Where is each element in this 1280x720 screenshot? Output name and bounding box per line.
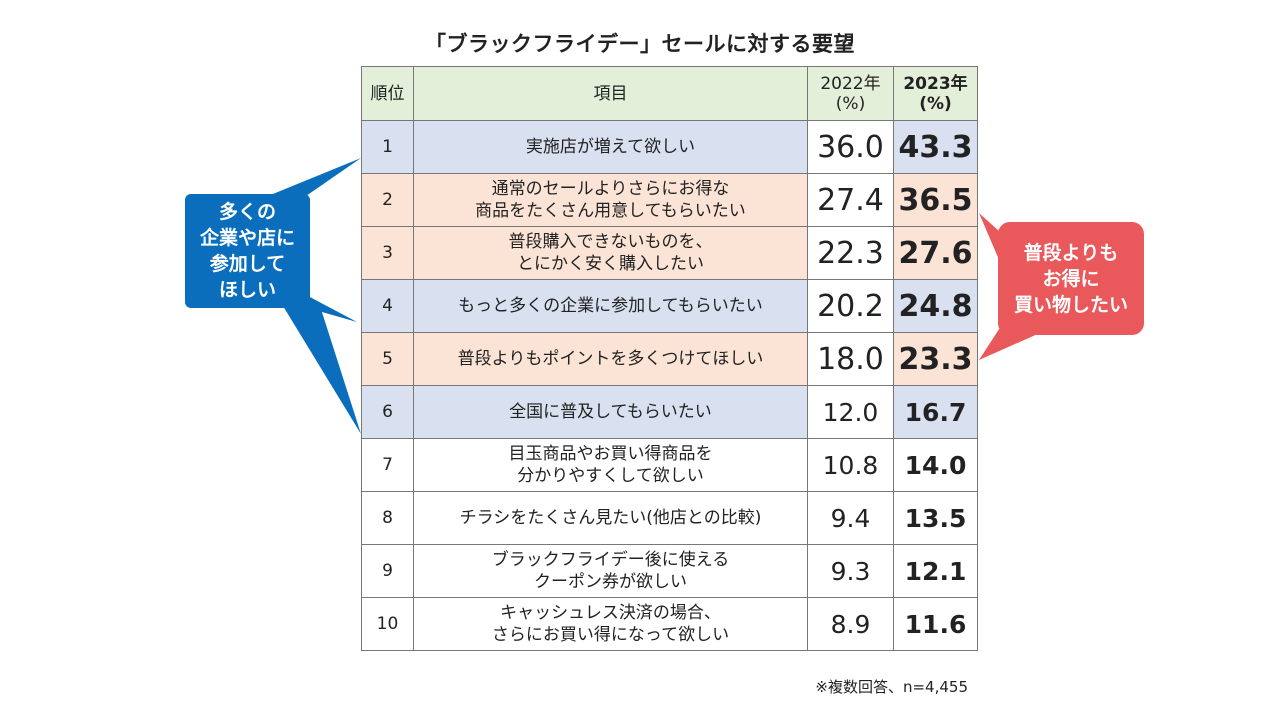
cell-item: 全国に普及してもらいたい — [413, 385, 808, 439]
cell-item: 実施店が増えて欲しい — [413, 120, 808, 174]
table-body: 1 実施店が増えて欲しい 36.0 43.3 2 通常のセールよりさらにお得な 商品をたくさ… — [361, 120, 978, 651]
cell-rank: 5 — [361, 332, 414, 386]
cell-item-line: 普段購入できないものを、 — [508, 232, 713, 252]
cell-2022-value: 18.0 — [807, 332, 894, 386]
cell-2023-value: 27.6 — [893, 226, 978, 280]
cell-2023-value: 14.0 — [893, 438, 978, 492]
header-2023: 2023年 (%) — [893, 66, 978, 121]
table-row: 7 目玉商品やお買い得商品を 分かりやすくして欲しい 10.8 14.0 — [361, 438, 978, 492]
callout-left-line: 多くの — [218, 201, 276, 223]
table-row: 10 キャッシュレス決済の場合、 さらにお買い得になって欲しい 8.9 11.6 — [361, 597, 978, 651]
cell-rank: 8 — [361, 491, 414, 545]
cell-item-line: 通常のセールよりさらにお得な — [491, 179, 730, 199]
cell-item: ブラックフライデー後に使える クーポン券が欲しい — [413, 544, 808, 598]
left-callout-pointer-bottom — [283, 306, 361, 434]
table-row: 3 普段購入できないものを、 とにかく安く購入したい 22.3 27.6 — [361, 226, 978, 280]
cell-2023-value: 36.5 — [893, 173, 978, 227]
chart-title: 「ブラックフライデー」セールに対する要望 — [425, 32, 855, 56]
cell-rank: 6 — [361, 385, 414, 439]
cell-2022-value: 20.2 — [807, 279, 894, 333]
table-row: 2 通常のセールよりさらにお得な 商品をたくさん用意してもらいたい 27.4 36.5 — [361, 173, 978, 227]
cell-item: キャッシュレス決済の場合、 さらにお買い得になって欲しい — [413, 597, 808, 651]
callout-left: 多くの 企業や店に 参加して ほしい — [185, 194, 310, 308]
header-2023-unit: (%) — [919, 93, 952, 114]
header-2023-year: 2023年 — [903, 73, 968, 94]
cell-item-line: とにかく安く購入したい — [517, 254, 704, 274]
callout-right-line: お得に — [1042, 267, 1100, 290]
cell-rank: 4 — [361, 279, 414, 333]
cell-2022-value: 8.9 — [807, 597, 894, 651]
cell-item: もっと多くの企業に参加してもらいたい — [413, 279, 808, 333]
left-callout-pointer-top — [268, 158, 361, 196]
callout-right: 普段よりも お得に 買い物したい — [998, 222, 1144, 335]
cell-item: 通常のセールよりさらにお得な 商品をたくさん用意してもらいたい — [413, 173, 808, 227]
table-row: 5 普段よりもポイントを多くつけてほしい 18.0 23.3 — [361, 332, 978, 386]
cell-2023-value: 43.3 — [893, 120, 978, 174]
cell-item-line: さらにお買い得になって欲しい — [491, 625, 730, 645]
cell-item-line: 普段よりもポイントを多くつけてほしい — [457, 349, 764, 369]
header-item: 項目 — [413, 66, 808, 121]
header-2022-year: 2022年 — [820, 73, 881, 94]
callout-right-line: 買い物したい — [1013, 293, 1128, 316]
table-row: 4 もっと多くの企業に参加してもらいたい 20.2 24.8 — [361, 279, 978, 333]
cell-rank: 2 — [361, 173, 414, 227]
callout-left-line: 参加して — [209, 253, 286, 275]
table-row: 1 実施店が増えて欲しい 36.0 43.3 — [361, 120, 978, 174]
cell-item-line: 実施店が増えて欲しい — [525, 137, 696, 157]
cell-item-line: 分かりやすくして欲しい — [517, 466, 704, 486]
cell-2022-value: 9.3 — [807, 544, 894, 598]
cell-2023-value: 16.7 — [893, 385, 978, 439]
cell-item-line: 目玉商品やお買い得商品を — [508, 444, 713, 464]
cell-2023-value: 12.1 — [893, 544, 978, 598]
table-row: 9 ブラックフライデー後に使える クーポン券が欲しい 9.3 12.1 — [361, 544, 978, 598]
cell-item: 普段よりもポイントを多くつけてほしい — [413, 332, 808, 386]
cell-item: 普段購入できないものを、 とにかく安く購入したい — [413, 226, 808, 280]
left-callout-pointer-mid — [308, 296, 357, 322]
ranking-table: 順位 項目 2022年 (%) 2023年 (%) 1 実施店が増えて欲しい 36.… — [361, 66, 978, 651]
header-2022: 2022年 (%) — [807, 66, 894, 121]
cell-2023-value: 23.3 — [893, 332, 978, 386]
cell-2022-value: 10.8 — [807, 438, 894, 492]
cell-rank: 10 — [361, 597, 414, 651]
right-callout-pointer-top — [979, 213, 1000, 262]
table-header-row: 順位 項目 2022年 (%) 2023年 (%) — [361, 66, 978, 121]
callout-right-line: 普段よりも — [1023, 241, 1119, 264]
callout-left-line: 企業や店に — [199, 227, 295, 249]
cell-2022-value: 22.3 — [807, 226, 894, 280]
header-2022-unit: (%) — [835, 93, 866, 114]
cell-item-line: クーポン券が欲しい — [534, 572, 687, 592]
cell-2022-value: 12.0 — [807, 385, 894, 439]
cell-rank: 7 — [361, 438, 414, 492]
table-row: 6 全国に普及してもらいたい 12.0 16.7 — [361, 385, 978, 439]
cell-2023-value: 13.5 — [893, 491, 978, 545]
cell-item-line: もっと多くの企業に参加してもらいたい — [458, 296, 763, 316]
table-row: 8 チラシをたくさん見たい(他店との比較) 9.4 13.5 — [361, 491, 978, 545]
cell-2023-value: 11.6 — [893, 597, 978, 651]
callout-left-line: ほしい — [218, 279, 276, 301]
ranking-table-wrap: 順位 項目 2022年 (%) 2023年 (%) 1 実施店が増えて欲しい 36.… — [361, 66, 978, 651]
cell-2022-value: 36.0 — [807, 120, 894, 174]
cell-2022-value: 9.4 — [807, 491, 894, 545]
footnote: ※複数回答、n=4,455 — [815, 678, 968, 696]
cell-item-line: 全国に普及してもらいたい — [509, 402, 712, 422]
cell-rank: 3 — [361, 226, 414, 280]
cell-item-line: キャッシュレス決済の場合、 — [500, 603, 721, 623]
cell-item-line: チラシをたくさん見たい(他店との比較) — [459, 508, 762, 528]
cell-rank: 1 — [361, 120, 414, 174]
cell-item: チラシをたくさん見たい(他店との比較) — [413, 491, 808, 545]
cell-item-line: 商品をたくさん用意してもらいたい — [475, 201, 746, 221]
header-rank: 順位 — [361, 66, 414, 121]
cell-item-line: ブラックフライデー後に使える — [491, 550, 730, 570]
cell-2023-value: 24.8 — [893, 279, 978, 333]
cell-rank: 9 — [361, 544, 414, 598]
cell-2022-value: 27.4 — [807, 173, 894, 227]
cell-item: 目玉商品やお買い得商品を 分かりやすくして欲しい — [413, 438, 808, 492]
